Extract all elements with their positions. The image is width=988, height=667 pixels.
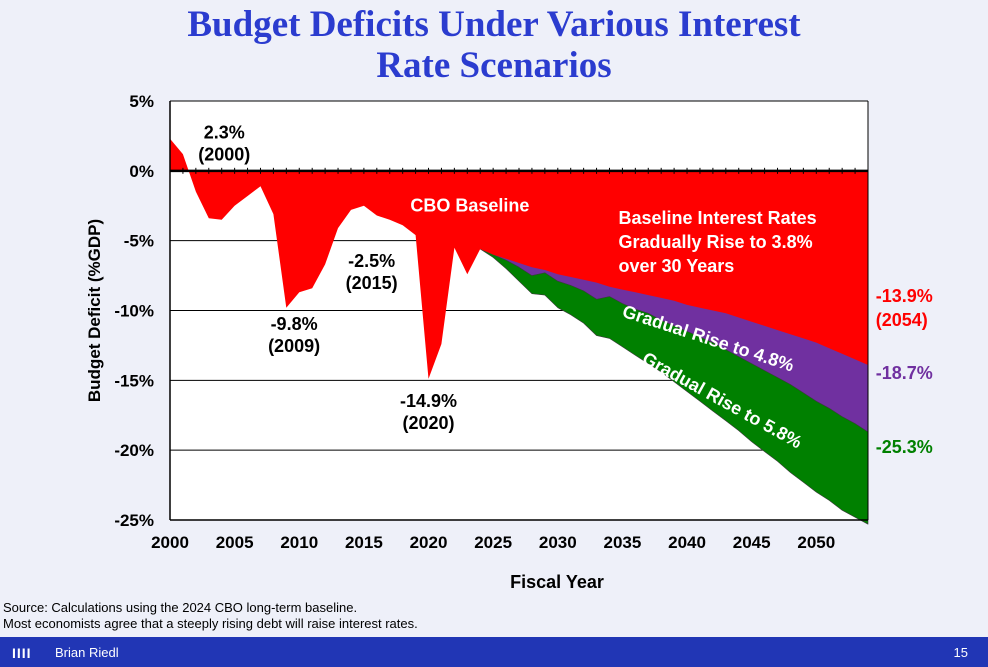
annotation-line: -18.7% bbox=[876, 363, 933, 383]
annotation-end_red: -13.9% (2054) bbox=[876, 286, 933, 330]
annotation-line: (2000) bbox=[198, 145, 250, 165]
annotation-a2009: -9.8% (2009) bbox=[268, 314, 320, 356]
annotation-line: -9.8% bbox=[271, 314, 318, 334]
annotation-line: -13.9% bbox=[876, 286, 933, 306]
title-line-2: Rate Scenarios bbox=[376, 45, 612, 86]
annotation-baseline_note: Baseline Interest Rates Gradually Rise to… bbox=[619, 208, 817, 276]
annotation-line: Baseline Interest Rates bbox=[619, 208, 817, 228]
x-tick-label: 2010 bbox=[280, 533, 318, 552]
annotation-line: (2015) bbox=[346, 273, 398, 293]
page-title: Budget Deficits Under Various Interest R… bbox=[0, 4, 988, 86]
x-tick-label: 2040 bbox=[668, 533, 706, 552]
y-tick-label: -25% bbox=[114, 511, 154, 530]
annotation-end_purple: -18.7% bbox=[876, 363, 933, 383]
x-tick-label: 2035 bbox=[603, 533, 641, 552]
x-tick-label: 2005 bbox=[216, 533, 254, 552]
annotation-end_green: -25.3% bbox=[876, 437, 933, 457]
annotation-line: Gradually Rise to 3.8% bbox=[619, 232, 813, 252]
annotation-line: -25.3% bbox=[876, 437, 933, 457]
annotation-line: (2020) bbox=[403, 413, 455, 433]
x-tick-label: 2015 bbox=[345, 533, 383, 552]
annotation-line: 2.3% bbox=[204, 123, 245, 143]
annotation-line: -14.9% bbox=[400, 391, 457, 411]
footer-author: Brian Riedl bbox=[55, 645, 119, 660]
y-tick-label: -15% bbox=[114, 371, 154, 390]
logo-bars-icon: IIII bbox=[12, 645, 32, 661]
x-tick-label: 2020 bbox=[410, 533, 448, 552]
source-note: Source: Calculations using the 2024 CBO … bbox=[3, 600, 418, 632]
y-tick-label: 0% bbox=[129, 162, 154, 181]
annotation-a2015: -2.5% (2015) bbox=[346, 251, 398, 293]
annotation-a2020: -14.9% (2020) bbox=[400, 391, 457, 433]
page-number: 15 bbox=[953, 645, 968, 660]
source-line-2: Most economists agree that a steeply ris… bbox=[3, 616, 418, 631]
y-axis-label: Budget Deficit (%GDP) bbox=[85, 219, 104, 402]
annotation-a2000: 2.3% (2000) bbox=[198, 123, 250, 165]
annotation-line: (2054) bbox=[876, 310, 928, 330]
x-axis-label: Fiscal Year bbox=[510, 572, 604, 592]
title-line-1: Budget Deficits Under Various Interest bbox=[187, 4, 801, 45]
series-area-cbo-baseline bbox=[170, 138, 868, 379]
source-line-1: Source: Calculations using the 2024 CBO … bbox=[3, 600, 358, 615]
footer-bar: IIII Brian Riedl 15 bbox=[0, 637, 988, 667]
y-tick-label: -5% bbox=[124, 232, 154, 251]
x-tick-label: 2045 bbox=[733, 533, 771, 552]
annotation-line: over 30 Years bbox=[619, 256, 735, 276]
x-tick-label: 2000 bbox=[151, 533, 189, 552]
x-tick-label: 2030 bbox=[539, 533, 577, 552]
x-tick-label: 2050 bbox=[797, 533, 835, 552]
annotation-line: (2009) bbox=[268, 336, 320, 356]
annotation-line: -2.5% bbox=[348, 251, 395, 271]
y-tick-label: -10% bbox=[114, 302, 154, 321]
x-tick-label: 2025 bbox=[474, 533, 512, 552]
y-tick-label: 5% bbox=[129, 92, 154, 111]
annotation-cbo: CBO Baseline bbox=[410, 195, 529, 215]
annotation-line: CBO Baseline bbox=[410, 195, 529, 215]
deficit-chart: 5% 0% -5% -10% -15% -20% -25% 2000 2005 2010 2015 2… bbox=[85, 92, 933, 592]
y-tick-label: -20% bbox=[114, 441, 154, 460]
